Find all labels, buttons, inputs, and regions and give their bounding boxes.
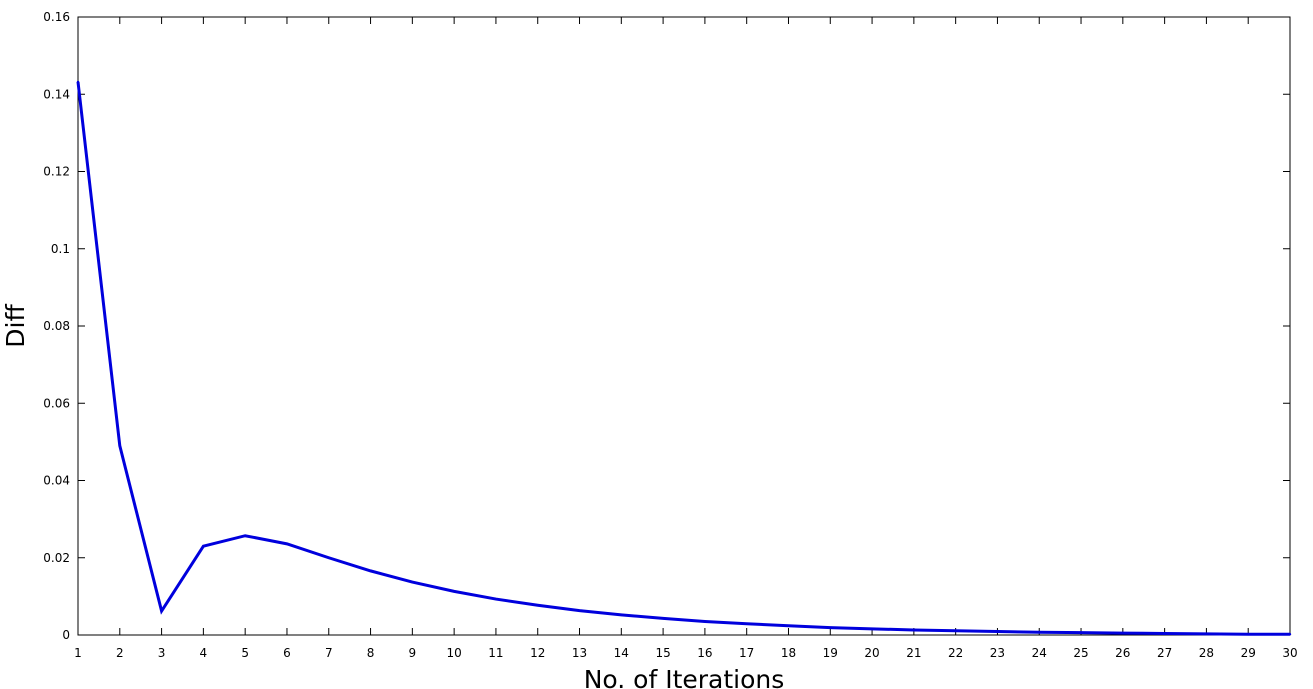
x-tick-label: 7: [325, 646, 333, 660]
data-point: [954, 629, 957, 632]
x-tick-label: 13: [572, 646, 587, 660]
x-tick-label: 17: [739, 646, 754, 660]
y-tick-label: 0.12: [43, 165, 70, 179]
data-point: [452, 590, 456, 593]
data-point: [870, 627, 874, 631]
x-tick-label: 24: [1032, 646, 1047, 660]
data-point: [1079, 631, 1083, 634]
y-tick-label: 0.02: [43, 551, 70, 565]
data-point: [118, 444, 121, 447]
data-point: [411, 580, 414, 584]
y-axis-ticks: 0 0.02 0.04 0.06 0.08 0.1 0.12 0.14 0.16: [43, 10, 1290, 642]
data-point: [369, 569, 372, 573]
x-tick-label: 11: [488, 646, 503, 660]
data-point: [494, 597, 498, 601]
x-tick-label: 10: [446, 646, 461, 660]
data-point: [202, 544, 205, 548]
x-tick-label: 15: [655, 646, 670, 660]
y-tick-label: 0.06: [43, 396, 70, 410]
x-tick-label: 8: [367, 646, 375, 660]
plot-area-frame: [77, 16, 1291, 636]
x-tick-label: 16: [697, 646, 712, 660]
data-point: [912, 628, 916, 632]
y-tick-label: 0.04: [43, 474, 70, 488]
data-point: [285, 542, 289, 546]
data-point: [536, 604, 539, 607]
data-point: [1288, 633, 1292, 636]
data-point: [76, 80, 80, 84]
series-layer: [76, 80, 1292, 636]
x-tick-label: 27: [1157, 646, 1172, 660]
x-tick-label: 29: [1241, 646, 1256, 660]
x-tick-label: 30: [1282, 646, 1297, 660]
x-tick-label: 6: [283, 646, 291, 660]
y-tick-label: 0.16: [43, 10, 70, 24]
data-point: [1121, 631, 1125, 635]
data-point: [703, 620, 707, 623]
y-tick-label: 0.14: [43, 87, 70, 101]
data-point: [327, 556, 330, 559]
y-axis-title: Diff: [1, 304, 30, 348]
data-point: [1205, 632, 1208, 636]
series-line: [76, 81, 1290, 636]
data-point: [996, 630, 999, 633]
x-tick-label: 18: [781, 646, 796, 660]
x-tick-label: 22: [948, 646, 963, 660]
y-tick-label: 0: [62, 628, 70, 642]
x-axis-ticks: 1 2 3 4 5 6 7 8 9 10 11 12 13 14 15 16 17 18 19 20 21 22 23 24 2…: [74, 17, 1298, 660]
x-tick-label: 4: [200, 646, 208, 660]
data-point: [787, 624, 790, 627]
data-point: [661, 617, 665, 620]
x-axis-title: No. of Iterations: [584, 665, 785, 689]
data-point: [1163, 632, 1166, 635]
x-tick-label: 12: [530, 646, 545, 660]
data-point: [829, 626, 832, 629]
x-tick-label: 5: [241, 646, 249, 660]
x-tick-label: 26: [1115, 646, 1130, 660]
x-tick-label: 25: [1073, 646, 1088, 660]
x-tick-label: 23: [990, 646, 1005, 660]
x-tick-label: 2: [116, 646, 124, 660]
x-tick-label: 14: [614, 646, 629, 660]
x-tick-label: 20: [864, 646, 879, 660]
x-tick-label: 19: [823, 646, 838, 660]
data-point: [745, 622, 748, 625]
data-point: [578, 609, 581, 612]
y-tick-label: 0.1: [51, 242, 70, 256]
y-tick-label: 0.08: [43, 319, 70, 333]
data-point: [620, 613, 623, 617]
data-point: [1038, 631, 1041, 634]
data-point: [1247, 633, 1250, 636]
x-tick-label: 3: [158, 646, 166, 660]
data-point: [160, 609, 163, 613]
data-point: [243, 534, 247, 537]
x-tick-label: 9: [409, 646, 417, 660]
x-tick-label: 1: [74, 646, 82, 660]
x-tick-label: 28: [1199, 646, 1214, 660]
x-tick-label: 21: [906, 646, 921, 660]
